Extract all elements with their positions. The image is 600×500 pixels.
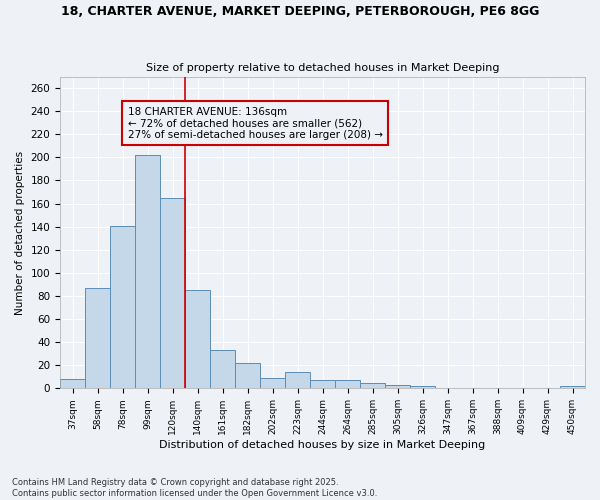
- Bar: [385, 385, 410, 388]
- Y-axis label: Number of detached properties: Number of detached properties: [15, 150, 25, 314]
- Bar: [185, 290, 210, 388]
- Bar: [160, 198, 185, 388]
- Bar: [260, 378, 285, 388]
- Bar: [560, 386, 585, 388]
- Bar: [60, 379, 85, 388]
- Bar: [335, 380, 360, 388]
- Bar: [360, 382, 385, 388]
- Bar: [85, 288, 110, 388]
- Bar: [285, 372, 310, 388]
- Text: 18, CHARTER AVENUE, MARKET DEEPING, PETERBOROUGH, PE6 8GG: 18, CHARTER AVENUE, MARKET DEEPING, PETE…: [61, 5, 539, 18]
- Bar: [110, 226, 135, 388]
- X-axis label: Distribution of detached houses by size in Market Deeping: Distribution of detached houses by size …: [160, 440, 485, 450]
- Bar: [210, 350, 235, 389]
- Text: 18 CHARTER AVENUE: 136sqm
← 72% of detached houses are smaller (562)
27% of semi: 18 CHARTER AVENUE: 136sqm ← 72% of detac…: [128, 106, 383, 140]
- Bar: [135, 155, 160, 388]
- Bar: [310, 380, 335, 388]
- Title: Size of property relative to detached houses in Market Deeping: Size of property relative to detached ho…: [146, 63, 499, 73]
- Bar: [235, 363, 260, 388]
- Bar: [410, 386, 435, 388]
- Text: Contains HM Land Registry data © Crown copyright and database right 2025.
Contai: Contains HM Land Registry data © Crown c…: [12, 478, 377, 498]
